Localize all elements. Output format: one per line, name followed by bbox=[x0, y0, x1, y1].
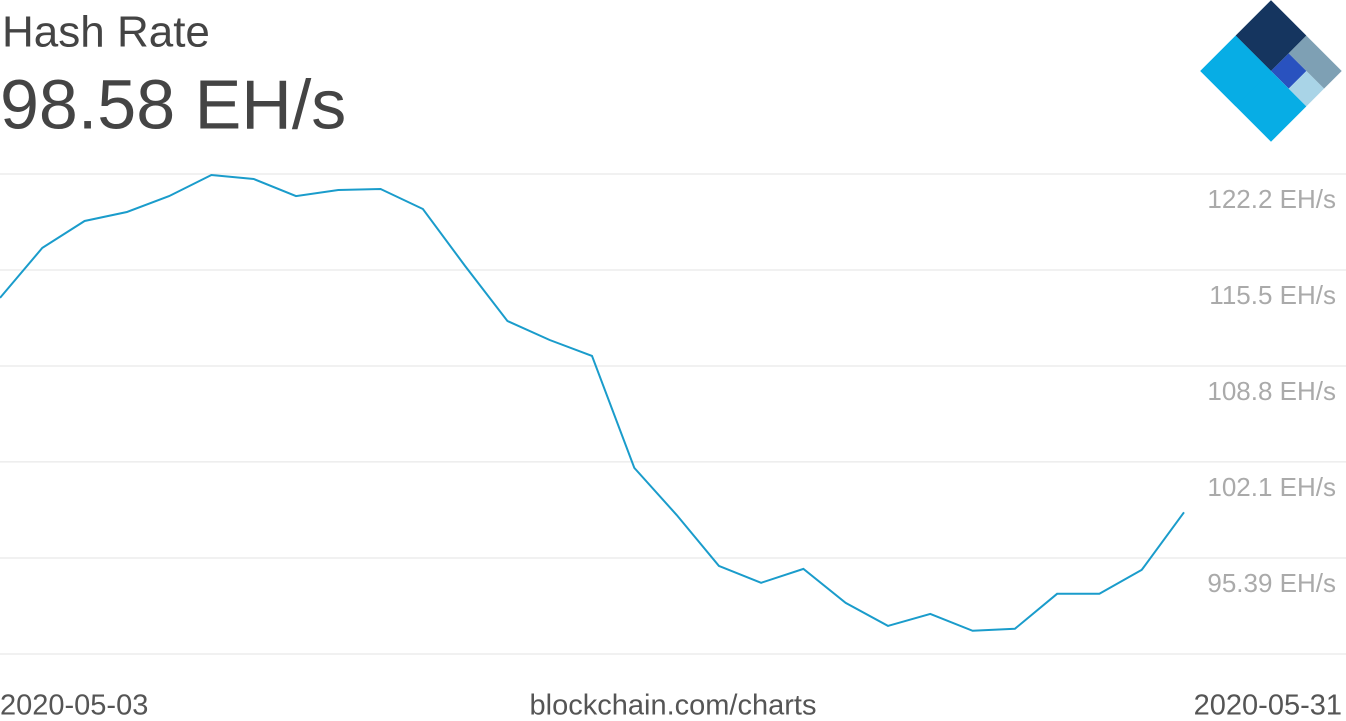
source: blockchain.com/charts bbox=[530, 690, 817, 721]
current-value: 98.58 EH/s bbox=[0, 65, 346, 143]
y-tick-label: 102.1 EH/s bbox=[1207, 472, 1336, 502]
y-tick-label: 115.5 EH/s bbox=[1209, 280, 1336, 310]
y-tick-label: 95.39 EH/s bbox=[1207, 568, 1336, 598]
chart-title: Hash Rate bbox=[2, 8, 210, 57]
logo bbox=[1200, 0, 1342, 142]
x-tick-label: 2020-05-03 bbox=[0, 690, 148, 721]
x-tick-label: 2020-05-31 bbox=[1194, 690, 1342, 721]
y-tick-label: 108.8 EH/s bbox=[1207, 376, 1336, 406]
y-tick-label: 122.2 EH/s bbox=[1207, 184, 1336, 214]
line bbox=[0, 173, 1185, 632]
